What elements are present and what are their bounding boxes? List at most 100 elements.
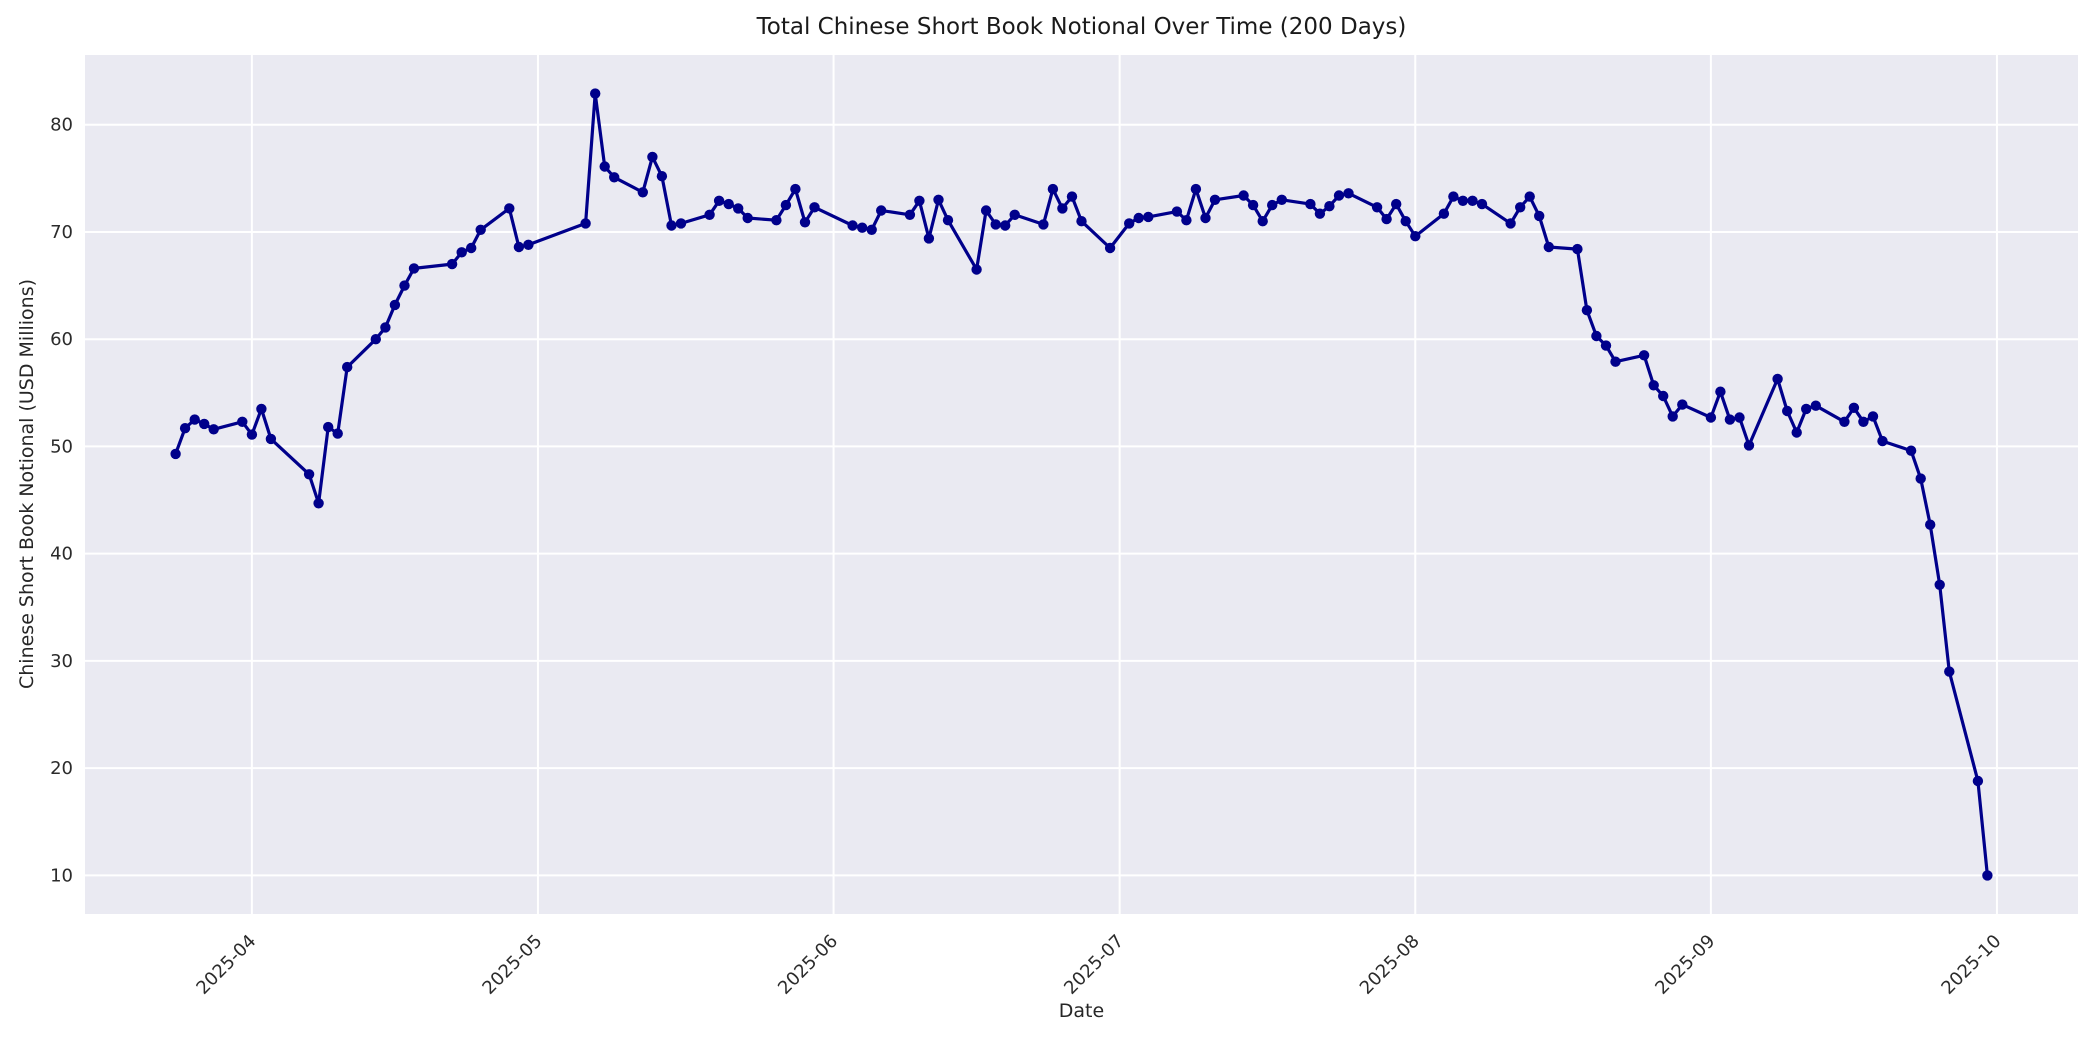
data-point-marker <box>1400 216 1411 227</box>
data-point-marker <box>914 195 925 206</box>
data-point-marker <box>771 215 782 226</box>
data-point-marker <box>1734 412 1745 423</box>
data-point-marker <box>1467 195 1478 206</box>
data-point-marker <box>1572 243 1583 255</box>
data-point-marker <box>847 220 858 231</box>
data-point-marker <box>1333 190 1345 201</box>
data-point-marker <box>590 88 601 99</box>
data-point-marker <box>513 241 525 253</box>
data-point-marker <box>408 263 420 274</box>
data-point-marker <box>1438 208 1450 219</box>
data-point-marker <box>656 171 668 182</box>
y-tick-label: 60 <box>50 329 73 350</box>
data-point-marker <box>1410 231 1421 242</box>
data-point-marker <box>389 299 401 311</box>
data-point-marker <box>1705 412 1717 423</box>
data-point-marker <box>1772 373 1783 385</box>
y-tick-label: 40 <box>50 544 73 565</box>
data-point-marker <box>1724 414 1736 425</box>
data-point-marker <box>446 258 458 270</box>
data-point-marker <box>723 198 734 210</box>
data-point-marker <box>580 218 591 229</box>
data-point-marker <box>199 418 210 430</box>
data-point-marker <box>504 203 515 214</box>
data-point-marker <box>1944 666 1955 677</box>
data-point-marker <box>1448 191 1459 202</box>
data-point-marker <box>1648 380 1659 391</box>
data-point-marker <box>1801 403 1812 415</box>
data-point-marker <box>1591 330 1602 342</box>
data-point-marker <box>1314 208 1326 219</box>
data-point-marker <box>647 151 658 163</box>
data-point-marker <box>1038 219 1049 230</box>
data-point-marker <box>904 209 916 220</box>
x-tick-label: 2025-04 <box>192 931 260 999</box>
data-point-marker <box>1009 209 1020 220</box>
data-point-marker <box>599 161 610 172</box>
data-point-marker <box>713 195 725 206</box>
data-point-marker <box>1247 199 1259 211</box>
y-tick-label: 50 <box>50 436 73 457</box>
x-axis-label: Date <box>1058 1000 1105 1022</box>
data-point-marker <box>1257 216 1268 227</box>
data-point-marker <box>1610 356 1621 367</box>
data-point-marker <box>1305 198 1316 210</box>
x-tick-label: 2025-07 <box>1060 931 1128 999</box>
data-point-marker <box>237 416 248 427</box>
data-point-marker <box>170 448 181 460</box>
data-point-marker <box>303 469 315 480</box>
data-point-marker <box>399 280 410 291</box>
data-point-marker <box>1743 440 1755 451</box>
data-point-marker <box>1658 390 1669 402</box>
data-point-marker <box>1905 445 1917 456</box>
y-tick-label: 80 <box>50 115 73 136</box>
data-point-marker <box>1276 194 1288 205</box>
data-point-marker <box>742 212 753 224</box>
data-point-marker <box>466 242 477 254</box>
data-point-marker <box>1982 870 1993 881</box>
data-point-marker <box>971 264 982 275</box>
data-point-marker <box>1209 194 1221 205</box>
data-point-marker <box>1972 775 1984 787</box>
data-point-marker <box>809 202 820 213</box>
data-point-marker <box>1066 191 1078 202</box>
data-point-marker <box>1877 435 1888 447</box>
data-point-marker <box>857 222 868 233</box>
data-point-marker <box>1057 203 1068 214</box>
chart-title: Total Chinese Short Book Notional Over T… <box>756 14 1407 40</box>
data-point-marker <box>733 203 744 214</box>
data-point-marker <box>933 194 944 205</box>
data-point-marker <box>866 224 877 235</box>
data-point-marker <box>1143 211 1154 223</box>
data-point-marker <box>942 215 954 226</box>
data-point-marker <box>1124 218 1135 229</box>
data-point-marker <box>1515 202 1526 213</box>
data-point-marker <box>704 209 715 220</box>
data-point-marker <box>523 239 534 250</box>
data-point-marker <box>1638 350 1650 361</box>
data-point-marker <box>1476 198 1488 210</box>
data-point-marker <box>313 498 324 509</box>
data-point-marker <box>1810 400 1822 411</box>
data-point-marker <box>1000 220 1011 231</box>
data-point-marker <box>1791 427 1802 438</box>
axes-background <box>85 55 2078 914</box>
data-point-marker <box>1391 198 1402 210</box>
data-point-marker <box>1457 195 1469 206</box>
data-point-marker <box>637 187 648 198</box>
data-point-marker <box>179 423 191 434</box>
data-point-marker <box>923 233 935 244</box>
data-point-marker <box>780 199 792 211</box>
data-point-marker <box>256 403 267 415</box>
data-point-marker <box>332 428 343 439</box>
data-point-marker <box>1343 188 1354 199</box>
data-point-marker <box>609 172 620 183</box>
x-tick-label: 2025-06 <box>774 931 842 999</box>
data-point-marker <box>1505 218 1516 229</box>
x-tick-label: 2025-08 <box>1356 931 1424 999</box>
data-point-marker <box>666 220 677 231</box>
data-point-marker <box>1076 216 1087 227</box>
data-point-marker <box>675 218 687 229</box>
data-point-marker <box>246 429 258 440</box>
data-point-marker <box>1534 210 1545 222</box>
